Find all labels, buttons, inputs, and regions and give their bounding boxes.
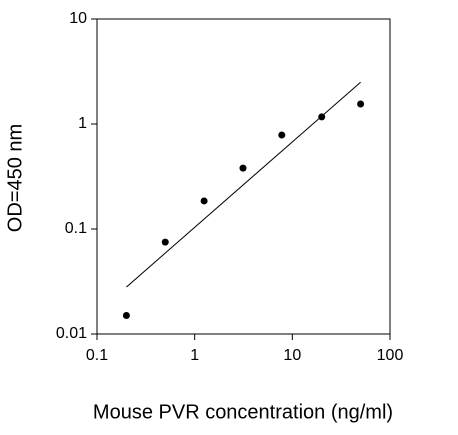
data-point <box>278 131 286 139</box>
x-tick-label: 100 <box>377 347 404 364</box>
y-tick-label: 0.01 <box>56 325 87 342</box>
fit-line <box>126 81 361 288</box>
y-axis-label: OD=450 nm <box>4 124 26 232</box>
y-tick-label: 1 <box>78 115 87 132</box>
data-point <box>200 197 208 205</box>
plot-frame <box>96 18 391 335</box>
x-tick-label: 0.1 <box>86 347 108 364</box>
x-tick-label: 10 <box>283 347 301 364</box>
data-point <box>357 100 365 108</box>
x-tick-label: 1 <box>190 347 199 364</box>
data-point <box>318 113 326 121</box>
data-point <box>161 238 169 246</box>
data-point <box>122 312 130 320</box>
data-point <box>239 164 247 172</box>
y-tick-label: 10 <box>69 10 87 27</box>
y-tick-label: 0.1 <box>65 220 87 237</box>
x-axis-label: Mouse PVR concentration (ng/ml) <box>93 401 393 423</box>
